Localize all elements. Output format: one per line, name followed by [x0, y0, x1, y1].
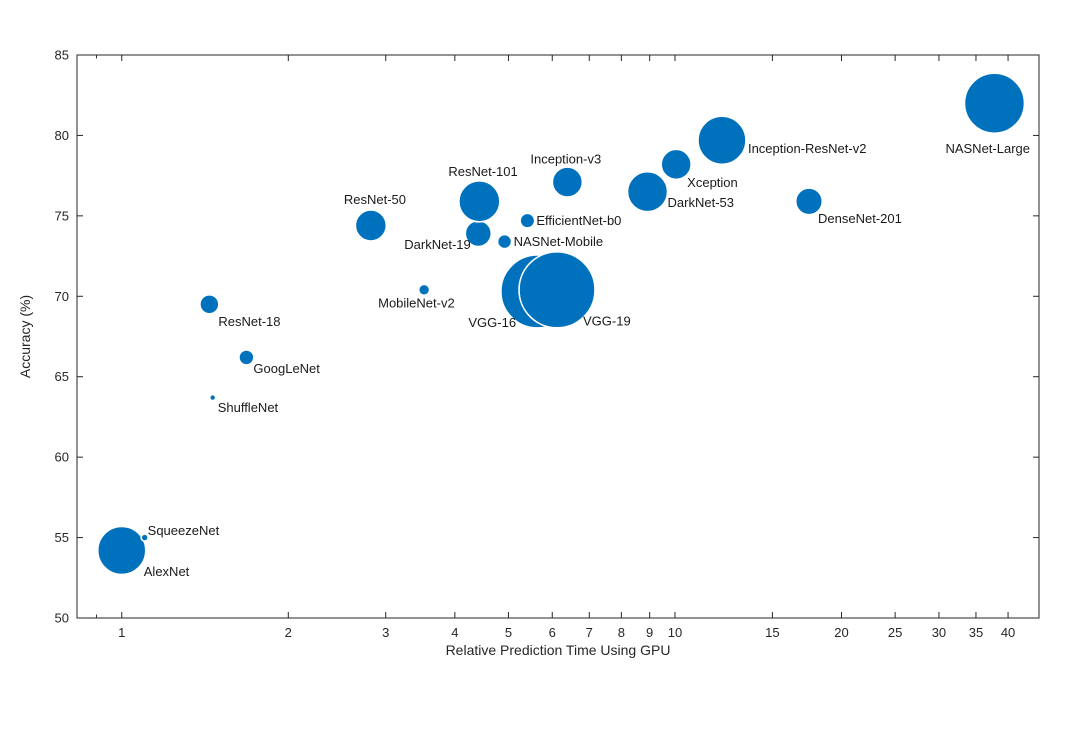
bubble-inception-v3	[551, 166, 584, 198]
x-axis-label: Relative Prediction Time Using GPU	[446, 642, 671, 658]
bubble-label-squeezenet: SqueezeNet	[148, 523, 220, 538]
y-tick-label: 55	[55, 530, 69, 545]
bubble-label-inception-resnet-v2: Inception-ResNet-v2	[748, 141, 867, 156]
bubble-label-googlenet: GoogLeNet	[253, 361, 320, 376]
y-tick-label: 70	[55, 289, 69, 304]
bubble-resnet-101	[458, 180, 501, 223]
x-tick-label: 2	[285, 625, 292, 640]
bubble-efficientnet-b0	[519, 212, 536, 229]
bubble-label-densenet-201: DenseNet-201	[818, 211, 902, 226]
bubble-label-nasnet-large: NASNet-Large	[945, 141, 1030, 156]
bubble-densenet-201	[794, 187, 824, 216]
y-tick-label: 85	[55, 48, 69, 63]
x-tick-label: 6	[549, 625, 556, 640]
y-axis-label: Accuracy (%)	[17, 295, 33, 378]
bubble-label-darknet-53: DarkNet-53	[668, 195, 734, 210]
bubble-label-xception: Xception	[687, 175, 738, 190]
y-tick-label: 60	[55, 450, 69, 465]
bubble-nasnet-mobile	[496, 233, 513, 250]
bubble-label-resnet-101: ResNet-101	[448, 164, 517, 179]
bubble-label-alexnet: AlexNet	[144, 564, 190, 579]
x-tick-label: 10	[668, 625, 682, 640]
x-tick-label: 4	[451, 625, 458, 640]
plot-box	[76, 54, 1040, 619]
x-tick-label: 3	[382, 625, 389, 640]
bubble-resnet-18	[199, 294, 220, 315]
x-tick-label: 35	[969, 625, 983, 640]
bubble-squeezenet	[140, 533, 149, 542]
x-tick-label: 25	[888, 625, 902, 640]
y-tick-label: 50	[55, 611, 69, 626]
x-tick-label: 15	[765, 625, 779, 640]
bubble-googlenet	[238, 349, 255, 366]
y-tick-label: 80	[55, 128, 69, 143]
bubble-label-vgg-19: VGG-19	[583, 313, 631, 328]
y-tick-label: 75	[55, 208, 69, 223]
bubble-darknet-53	[626, 170, 669, 213]
bubble-mobilenet-v2	[417, 283, 431, 297]
x-tick-label: 40	[1001, 625, 1015, 640]
bubble-label-darknet-19: DarkNet-19	[404, 237, 470, 252]
x-tick-label: 20	[834, 625, 848, 640]
x-tick-label: 7	[586, 625, 593, 640]
bubble-label-resnet-50: ResNet-50	[344, 192, 406, 207]
bubble-label-shufflenet: ShuffleNet	[218, 400, 279, 415]
x-tick-label: 1	[118, 625, 125, 640]
bubble-label-nasnet-mobile: NASNet-Mobile	[514, 234, 604, 249]
bubble-label-inception-v3: Inception-v3	[530, 152, 601, 167]
bubble-shufflenet	[208, 393, 217, 402]
bubble-label-resnet-18: ResNet-18	[218, 314, 280, 329]
bubble-label-vgg-16: VGG-16	[468, 315, 516, 330]
x-tick-label: 30	[932, 625, 946, 640]
x-tick-label: 8	[618, 625, 625, 640]
bubble-label-efficientnet-b0: EfficientNet-b0	[536, 213, 621, 228]
bubble-resnet-50	[354, 209, 388, 242]
x-tick-label: 5	[505, 625, 512, 640]
bubble-xception	[660, 148, 692, 181]
bubble-label-mobilenet-v2: MobileNet-v2	[378, 295, 455, 310]
x-tick-label: 9	[646, 625, 653, 640]
bubble-nasnet-large	[963, 72, 1026, 135]
bubble-inception-resnet-v2	[697, 115, 747, 166]
bubble-alexnet	[96, 525, 147, 576]
y-tick-label: 65	[55, 369, 69, 384]
bubble-vgg-19	[518, 251, 596, 329]
